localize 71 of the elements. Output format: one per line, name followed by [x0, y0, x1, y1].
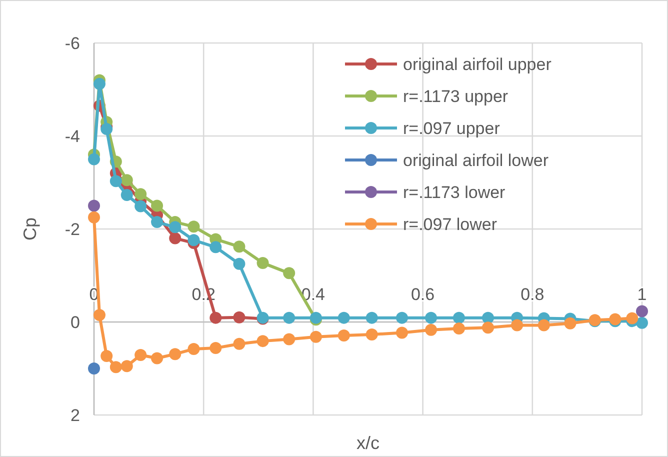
- point: [210, 241, 222, 254]
- point: [93, 78, 106, 90]
- point: [338, 329, 350, 342]
- legend-label: original airfoil upper: [403, 54, 552, 74]
- point: [210, 342, 222, 354]
- point: [120, 189, 133, 202]
- y-tick-label: 2: [70, 406, 80, 425]
- point: [283, 312, 296, 324]
- point: [188, 234, 200, 246]
- point: [151, 216, 164, 228]
- point: [88, 362, 100, 374]
- point: [134, 349, 147, 362]
- point: [100, 123, 113, 136]
- point: [233, 258, 246, 270]
- point: [120, 360, 133, 372]
- point: [396, 312, 408, 324]
- legend-label: original airfoil lower: [403, 150, 549, 170]
- point: [511, 319, 524, 332]
- point: [564, 317, 576, 330]
- point: [636, 316, 648, 329]
- legend-label: r=.1173 lower: [403, 182, 506, 202]
- point: [188, 342, 200, 355]
- point: [110, 175, 122, 188]
- point: [283, 267, 296, 280]
- point: [188, 220, 200, 233]
- point: [151, 200, 164, 212]
- y-tick-label: -4: [64, 126, 80, 146]
- point: [256, 256, 269, 269]
- point: [134, 200, 147, 212]
- point: [538, 319, 550, 332]
- y-tick-label: 0: [70, 312, 80, 332]
- point: [88, 200, 100, 212]
- point: [88, 153, 100, 166]
- point: [93, 309, 106, 322]
- legend-label: r=.097 upper: [403, 118, 500, 138]
- point: [110, 361, 122, 374]
- point: [636, 305, 648, 318]
- point: [338, 312, 350, 324]
- point: [100, 350, 113, 362]
- point: [396, 326, 408, 339]
- point: [169, 221, 182, 234]
- point: [233, 240, 246, 253]
- x-axis-title: x/c: [356, 433, 380, 453]
- y-tick-label: -6: [64, 34, 80, 53]
- point: [366, 328, 378, 341]
- point: [233, 338, 246, 350]
- point: [452, 322, 465, 334]
- legend-label: r=.097 lower: [403, 214, 498, 234]
- point: [169, 232, 182, 244]
- point: [169, 348, 182, 360]
- point: [283, 333, 296, 346]
- point: [151, 352, 164, 364]
- point: [233, 311, 246, 324]
- point: [120, 174, 133, 186]
- y-tick-label: -2: [64, 220, 80, 239]
- point: [425, 312, 438, 324]
- point: [134, 188, 147, 200]
- point: [482, 322, 494, 334]
- point: [210, 312, 222, 324]
- x-tick-label: 1: [637, 285, 647, 304]
- legend-label: r=.1173 upper: [403, 86, 508, 106]
- point: [256, 335, 269, 348]
- point: [310, 330, 322, 343]
- point: [626, 312, 638, 324]
- point: [452, 312, 465, 324]
- y-axis-title: Cp: [20, 217, 40, 241]
- x-tick-label: 0.8: [520, 285, 544, 304]
- point: [425, 324, 438, 336]
- point: [366, 312, 378, 324]
- point: [88, 211, 100, 224]
- x-tick-label: 0.6: [410, 285, 435, 304]
